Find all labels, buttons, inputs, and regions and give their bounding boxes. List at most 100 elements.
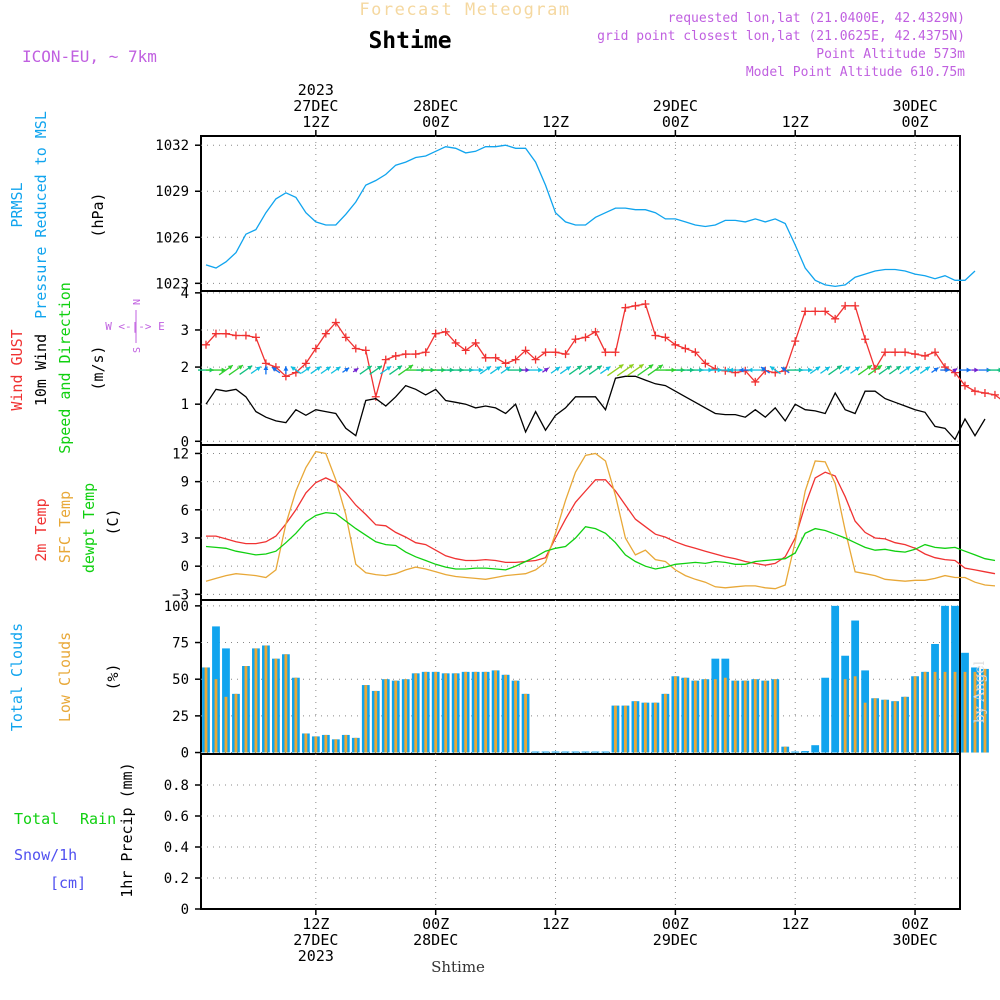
y-tick-label: 0.4 [164,840,189,856]
time-label-top: 2023 [298,81,334,99]
wind-arrow-head [945,367,950,373]
wind-arrow-head [586,365,592,371]
wind-arrow-head [748,367,753,373]
y-tick-label: 2 [181,360,189,376]
y-tick-label: −3 [172,587,189,603]
gust-marker [401,350,410,359]
banner-title: Forecast Meteogram [359,0,570,20]
low-cloud-bar [673,676,677,753]
low-cloud-bar [783,746,787,753]
total-clouds-label: Total Clouds [8,623,26,731]
wind-gust-label: Wind GUST [8,329,26,410]
total-cloud-bar [551,751,560,753]
gust-marker [371,392,380,401]
y-tick-label: 0.6 [164,809,189,825]
gust-marker [381,355,390,364]
gust-marker [471,338,480,347]
gust-marker [851,301,860,310]
gust-marker [701,359,710,368]
gust-marker [661,333,670,342]
y-tick-label: 0 [181,746,189,762]
gust-marker [591,327,600,336]
y-tick-label: 1023 [155,276,189,292]
y-tick-label: 3 [181,323,189,339]
low-cloud-bar [863,702,867,753]
gust-marker [821,307,830,316]
wind-arrow-head [781,367,787,372]
low-cloud-bar [394,680,398,753]
wind-gust-line [205,303,1000,400]
wind-arrow-head [905,366,911,371]
wind-arrow-head [335,366,341,372]
total-cloud-bar [581,751,590,753]
wind-arrow-head [769,366,775,371]
wind-arrow-head [486,366,492,371]
temp-unit-label: (C) [104,508,122,535]
wind-arrow-head [353,368,359,373]
low-cloud-bar [953,671,957,753]
low-cloud-bar [254,648,258,753]
y-tick-label: 12 [172,446,189,462]
2m-temp-line [206,471,996,575]
low-cloud-bar [763,680,767,753]
gust-marker [990,390,999,399]
wind-arrow-head [966,367,971,373]
wind-arrow-head [605,366,611,371]
total-cloud-bar [831,605,840,753]
gust-marker [341,333,350,342]
time-label-bottom: 12Z [782,915,809,933]
low-cloud-bar [204,667,208,753]
y-tick-label: 1032 [155,138,189,154]
wind-arrow-head [924,366,930,372]
low-cloud-bar [324,734,328,753]
gust-marker [301,359,310,368]
gust-marker [561,350,570,359]
gust-marker [461,346,470,355]
wind-arrow-head [283,366,289,371]
gust-marker [411,350,420,359]
gust-marker [241,331,250,340]
y-tick-label: 75 [172,636,189,652]
low-cloud-bar [504,674,508,753]
gust-marker [791,337,800,346]
gust-marker [511,355,520,364]
wind-arrow-head [344,367,350,373]
low-cloud-bar [224,696,228,753]
wind-arrow-head [397,365,403,371]
wind-arrow-head [854,366,860,372]
low-cloud-bar [284,654,288,753]
low-cloud-bar [344,734,348,753]
gust-marker [531,355,540,364]
wind-arrow-head [952,368,958,373]
wind-10m-label: 10m Wind [32,334,50,406]
gust-marker [321,329,330,338]
time-label-bottom: 2023 [298,947,334,965]
gust-marker [691,348,700,357]
low-cloud-bar [853,676,857,753]
pressure-panel [200,135,961,292]
y-tick-label: 1026 [155,230,189,246]
low-cloud-bar [883,699,887,753]
gust-marker [431,329,440,338]
gust-marker [621,303,630,312]
gust-marker [601,348,610,357]
time-label-bottom: 00Z [902,915,929,933]
gridpoint-coords: grid point closest lon,lat (21.0625E, 42… [597,29,965,44]
temp-dew-label: dewpt Temp [80,483,98,573]
y-tick-label: 0 [181,559,189,575]
gust-marker [811,307,820,316]
low-cloud-bar [644,702,647,753]
low-cloud-bar [873,698,877,753]
wind-arrow-head [555,366,561,372]
wind-arrow-head [915,366,921,371]
wind-arrow-head [315,366,321,371]
total-cloud-bar [541,751,550,753]
wind-arrow-head [866,365,872,370]
time-label-top: 00Z [902,113,929,131]
wind-arrow-head [290,366,296,371]
gust-marker [641,299,650,308]
wind-arrow-head [495,366,501,371]
time-label-bottom: 30DEC [892,931,937,949]
gust-marker [541,348,550,357]
10m-wind-line [205,375,986,441]
